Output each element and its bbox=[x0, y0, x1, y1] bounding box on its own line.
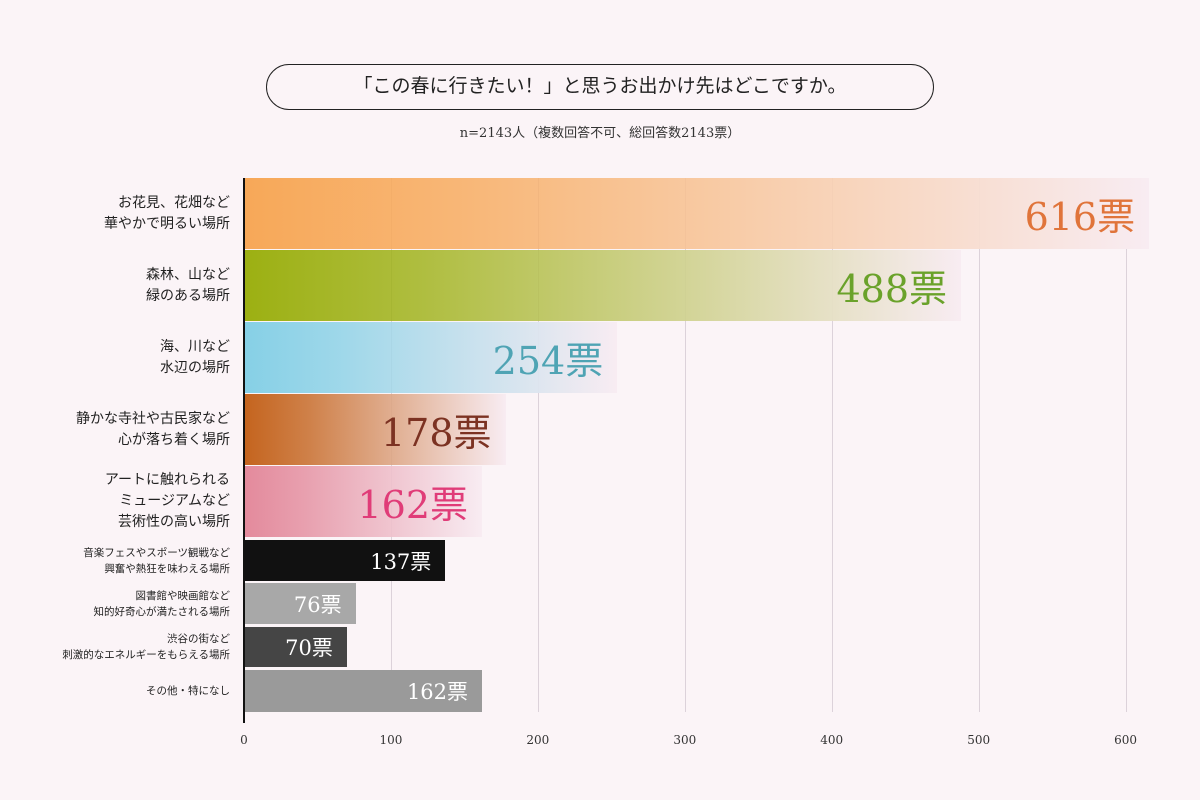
bar bbox=[244, 583, 356, 624]
value-label: 76票 bbox=[293, 592, 342, 617]
axis-line bbox=[243, 178, 245, 723]
value-label: 178票 bbox=[381, 411, 492, 455]
value-label: 616票 bbox=[1024, 195, 1136, 239]
bar bbox=[244, 670, 483, 712]
value-label: 488票 bbox=[836, 267, 948, 311]
value-label: 162票 bbox=[406, 680, 469, 704]
x-tick-label: 100 bbox=[379, 733, 403, 747]
x-tick-label: 600 bbox=[1114, 733, 1138, 747]
category-label: 森林、山など 緑のある場所 bbox=[146, 266, 230, 304]
category-label: 静かな寺社や古民家など 心が落ち着く場所 bbox=[76, 410, 230, 448]
chart-subtitle: n=2143人（複数回答不可、総回答数2143票） bbox=[459, 126, 741, 141]
grid-line bbox=[684, 178, 686, 712]
category-label: アートに触れられる ミュージアムなど 芸術性の高い場所 bbox=[104, 472, 230, 530]
category-label: その他・特になし bbox=[146, 685, 230, 697]
bar bbox=[244, 250, 962, 321]
category-label: 音楽フェスやスポーツ観戦など 興奮や熱狂を味わえる場所 bbox=[83, 546, 230, 575]
bar bbox=[244, 627, 347, 667]
x-tick-label: 400 bbox=[820, 733, 844, 747]
x-tick-label: 500 bbox=[967, 733, 991, 747]
category-label: 海、川など 水辺の場所 bbox=[160, 338, 230, 376]
category-label: 渋谷の街など 刺激的なエネルギーをもらえる場所 bbox=[62, 633, 230, 661]
grid-line bbox=[537, 178, 539, 712]
x-tick-label: 300 bbox=[673, 733, 697, 747]
value-label: 70票 bbox=[285, 636, 333, 660]
bar bbox=[244, 540, 446, 581]
grid-line bbox=[1125, 178, 1127, 712]
x-tick-label: 0 bbox=[240, 733, 248, 747]
bar bbox=[244, 322, 618, 393]
bar bbox=[244, 466, 483, 537]
category-label: 図書館や映画館など 知的好奇心が満たされる場所 bbox=[93, 589, 231, 618]
value-label: 137票 bbox=[370, 549, 432, 574]
grid-line bbox=[978, 178, 980, 712]
value-label: 254票 bbox=[492, 339, 604, 383]
value-label: 162票 bbox=[357, 483, 469, 527]
bar bbox=[244, 178, 1150, 249]
grid-line bbox=[831, 178, 833, 712]
category-label: お花見、花畑など 華やかで明るい場所 bbox=[104, 194, 230, 232]
chart-title: 「この春に行きたい！」と思うお出かけ先はどこですか。 bbox=[266, 64, 934, 110]
x-tick-label: 200 bbox=[526, 733, 550, 747]
bar bbox=[244, 394, 506, 465]
